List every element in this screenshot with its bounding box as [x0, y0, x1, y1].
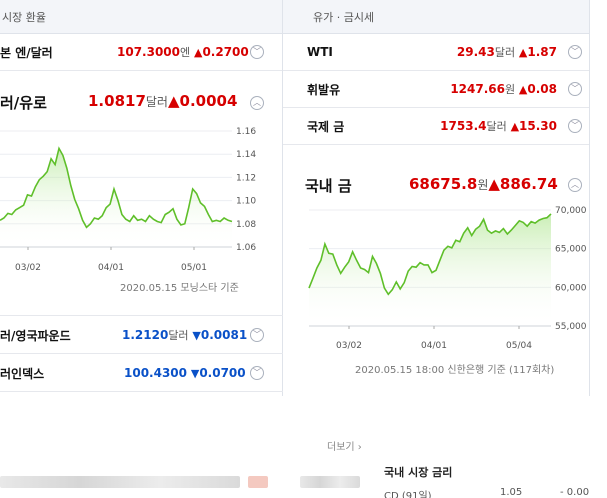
up-arrow-icon: ▲: [518, 46, 528, 59]
commodity-change: 1.87: [527, 45, 557, 59]
more-link[interactable]: 더보기 ›: [327, 442, 362, 453]
rate-change: 0.0081: [200, 328, 248, 342]
rate-value: 100.4300: [124, 366, 188, 380]
rate-row-cd[interactable]: CD (91일) 1.05 - 0.00: [384, 487, 604, 498]
chevron-up-icon[interactable]: ︿: [568, 178, 582, 192]
panel-header-title: 유가 · 금시세: [313, 10, 375, 24]
section-title: 국내 시장 금리: [384, 466, 453, 479]
panel-header-title: 시장 환율: [2, 10, 46, 24]
rate-change: 0.0700: [199, 366, 246, 380]
big-commodity-value: 68675.8: [409, 175, 478, 193]
rate-unit: 달러: [168, 329, 189, 342]
commodity-change: 15.30: [519, 119, 557, 133]
rate-value: 107.3000: [117, 45, 181, 59]
rate-name: 러인덱스: [0, 366, 45, 381]
x-tick-label: 04/01: [98, 263, 124, 273]
rate-name: CD (91일): [384, 491, 432, 498]
up-arrow-icon: ▲: [193, 46, 203, 59]
rate-row-gbp[interactable]: 러/영국파운드 1.2120달러 ▼0.0081 ﹀: [0, 317, 283, 354]
y-tick-label: 1.14: [236, 150, 256, 160]
commodity-value: 1247.66: [450, 82, 505, 96]
big-commodity-unit: 원: [477, 178, 489, 192]
rate-change: 0.2700: [202, 45, 249, 59]
commodity-row-intl-gold[interactable]: 국제 금 1753.4달러 ▲15.30 ﹀: [283, 108, 589, 145]
rate-row-jpy[interactable]: 본 엔/달러 107.3000엔 ▲0.2700 ﹀: [0, 34, 282, 71]
eur-line-chart: 1.16 1.14 1.12 1.10 1.08 1.06 03/02 04/01 05/01: [0, 127, 256, 273]
y-tick-label: 55,000: [555, 322, 587, 332]
commodity-name: WTI: [307, 45, 333, 59]
y-tick-label: 1.08: [236, 220, 256, 230]
panel-header: 유가 · 금시세: [283, 0, 589, 34]
big-rate-unit: 달러: [145, 95, 168, 109]
series-line: [308, 213, 552, 296]
chevron-down-icon[interactable]: ﹀: [568, 119, 582, 133]
blurred-content: [0, 476, 240, 488]
commodity-unit: 달러: [494, 46, 516, 59]
rate-value: 1.2120: [122, 328, 169, 342]
commodity-value: 1753.4: [440, 119, 487, 133]
domestic-gold-chart-card: 국내 금 68675.8원▲886.74 ︿ 70,000 65,000 60,00…: [283, 150, 590, 396]
commodity-row-gasoline[interactable]: 휘발유 1247.66원 ▲0.08 ﹀: [283, 71, 589, 108]
big-commodity-name: 국내 금: [305, 177, 352, 195]
commodity-unit: 달러: [486, 120, 507, 133]
oil-gold-panel: 유가 · 금시세 WTI 29.43달러 ▲1.87 ﹀ 휘발유 1247.66…: [283, 0, 590, 396]
y-tick-label: 1.10: [236, 197, 256, 207]
down-arrow-icon: ▼: [190, 367, 200, 380]
x-tick-label: 05/01: [181, 263, 207, 273]
big-rate-name: 러/유로: [0, 94, 47, 112]
chart-source-note: 2020.05.15 18:00 신한은행 기준 (117회차): [355, 365, 555, 376]
rate-name: 본 엔/달러: [0, 45, 53, 60]
exchange-rate-panel: 시장 환율 본 엔/달러 107.3000엔 ▲0.2700 ﹀ 러/유로 1.…: [0, 0, 283, 396]
blurred-content: [248, 476, 268, 488]
commodity-name: 국제 금: [307, 119, 345, 134]
series-area: [0, 148, 232, 247]
commodity-unit: 원: [504, 83, 516, 96]
chevron-down-icon[interactable]: ﹀: [568, 45, 582, 59]
y-tick-label: 65,000: [555, 245, 587, 255]
gold-line-chart: 70,000 65,000 60,000 55,000 03/02 04/01 05/04: [308, 206, 587, 351]
big-rate-change: 0.0004: [179, 92, 238, 110]
x-tick-label: 05/04: [506, 341, 532, 351]
big-rate-value: 1.0817: [88, 92, 146, 110]
down-arrow-icon: ▼: [192, 329, 201, 342]
up-arrow-icon: ▲: [510, 120, 520, 133]
up-arrow-icon: ▲: [167, 92, 180, 110]
x-tick-label: 03/02: [15, 263, 41, 273]
y-tick-label: 70,000: [555, 206, 587, 216]
up-arrow-icon: ▲: [518, 83, 528, 96]
x-tick-label: 04/01: [421, 341, 447, 351]
rate-change: - 0.00: [560, 487, 590, 498]
y-tick-label: 1.06: [236, 243, 256, 253]
chevron-down-icon[interactable]: ﹀: [250, 45, 264, 59]
rate-name: 러/영국파운드: [0, 328, 71, 343]
chart-source-note: 2020.05.15 모닝스타 기준: [120, 283, 239, 294]
y-tick-label: 60,000: [555, 283, 587, 293]
chevron-down-icon[interactable]: ﹀: [568, 82, 582, 96]
chevron-up-icon[interactable]: ︿: [250, 96, 264, 110]
x-tick-label: 03/02: [336, 341, 362, 351]
rate-unit: 엔: [180, 46, 191, 59]
commodity-row-wti[interactable]: WTI 29.43달러 ▲1.87 ﹀: [283, 34, 589, 71]
rate-row-dxy[interactable]: 러인덱스 100.4300 ▼0.0700 ﹀: [0, 355, 283, 392]
rate-value: 1.05: [500, 487, 523, 498]
up-arrow-icon: ▲: [488, 175, 500, 193]
y-tick-label: 1.16: [236, 127, 256, 137]
eur-chart-card: 러/유로 1.0817달러▲0.0004 ︿ 1.16 1.14 1.12 1.10 1…: [0, 72, 283, 316]
y-tick-label: 1.12: [236, 173, 256, 183]
chevron-down-icon[interactable]: ﹀: [250, 328, 264, 342]
big-commodity-change: 886.74: [499, 175, 558, 193]
blurred-content: [300, 476, 360, 488]
commodity-change: 0.08: [527, 82, 557, 96]
series-line: [0, 146, 233, 229]
chevron-down-icon[interactable]: ﹀: [250, 366, 264, 380]
panel-header: 시장 환율: [0, 0, 282, 34]
commodity-name: 휘발유: [307, 82, 341, 97]
commodity-value: 29.43: [456, 45, 495, 59]
